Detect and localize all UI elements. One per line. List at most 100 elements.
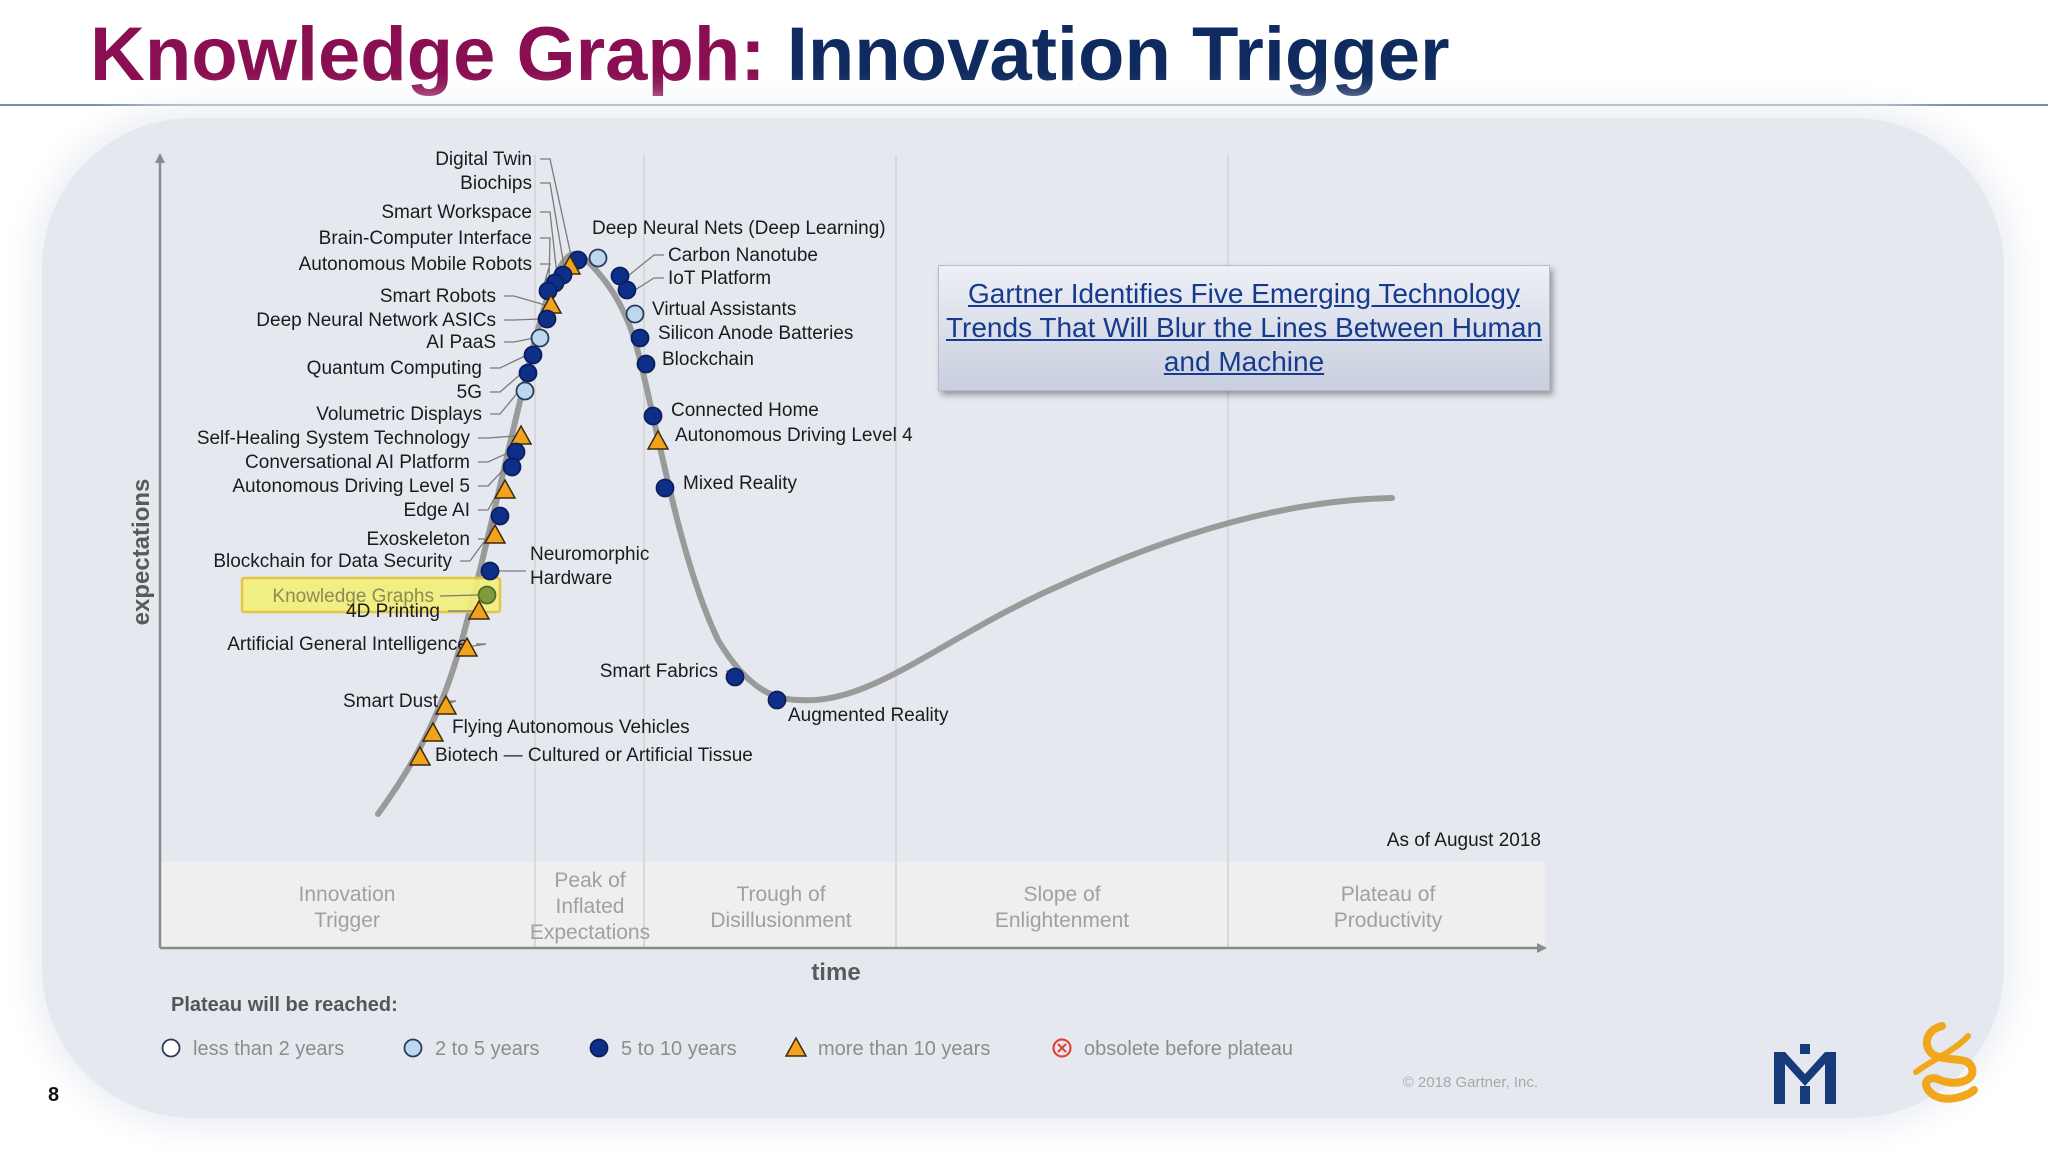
y-axis-arrow bbox=[155, 153, 165, 163]
marker-augmented-reality bbox=[767, 690, 787, 710]
marker-edge-ai bbox=[493, 478, 517, 499]
legend-label-2to5: 2 to 5 years bbox=[435, 1038, 540, 1060]
point-label-smart-workspace: Smart Workspace bbox=[381, 202, 532, 223]
page-number: 8 bbox=[48, 1084, 60, 1106]
leader-line bbox=[540, 263, 551, 292]
point-label-augmented-reality: Augmented Reality bbox=[788, 705, 949, 726]
point-label-5g: 5G bbox=[457, 382, 482, 403]
point-label-deep-neural-nets-deep-learning: Deep Neural Nets (Deep Learning) bbox=[592, 218, 886, 239]
point-label-smart-robots: Smart Robots bbox=[380, 286, 496, 307]
legend-marker-2to5 bbox=[403, 1038, 423, 1058]
point-label-brain-computer-interface: Brain-Computer Interface bbox=[319, 228, 532, 249]
obsolete-cross bbox=[1057, 1043, 1067, 1053]
marker-blockchain bbox=[636, 354, 656, 374]
point-label-quantum-computing: Quantum Computing bbox=[307, 358, 482, 379]
point-label-smart-fabrics: Smart Fabrics bbox=[600, 661, 718, 682]
legend-title: Plateau will be reached: bbox=[171, 994, 398, 1016]
marker-volumetric-displays bbox=[515, 381, 535, 401]
leader-line bbox=[504, 318, 542, 321]
leader-line bbox=[627, 254, 664, 277]
x-axis-arrow bbox=[1537, 943, 1547, 953]
marker-autonomous-mobile-robots bbox=[538, 281, 558, 301]
leader-line bbox=[439, 594, 480, 597]
marker-deep-neural-network-asics bbox=[537, 309, 557, 329]
legend-label-lt2: less than 2 years bbox=[193, 1038, 344, 1060]
legend-marker-gt10 bbox=[784, 1036, 808, 1057]
leader-line bbox=[478, 435, 516, 439]
marker-autonomous-driving-level-5 bbox=[502, 457, 522, 477]
phase-label: Trigger bbox=[314, 909, 380, 932]
marker-blockchain-for-data-security bbox=[483, 523, 507, 544]
phase-label: Inflated bbox=[556, 895, 625, 918]
point-label-biotech-cultured-or-artificial-tissue: Biotech — Cultured or Artificial Tissue bbox=[435, 745, 753, 766]
point-label-blockchain-for-data-security: Blockchain for Data Security bbox=[213, 551, 452, 572]
leader-line bbox=[490, 372, 523, 393]
leader-line bbox=[540, 158, 573, 261]
copyright-label: © 2018 Gartner, Inc. bbox=[1403, 1074, 1538, 1091]
y-axis-label: expectations bbox=[128, 479, 155, 626]
phase-label: Enlightenment bbox=[995, 909, 1129, 932]
leader-line bbox=[634, 277, 664, 291]
point-label-deep-neural-network-asics: Deep Neural Network ASICs bbox=[256, 310, 496, 331]
point-label-self-healing-system-technology: Self-Healing System Technology bbox=[197, 428, 471, 449]
marker-smart-fabrics bbox=[725, 667, 745, 687]
point-label-smart-dust: Smart Dust bbox=[343, 691, 439, 712]
as-of-label: As of August 2018 bbox=[1387, 830, 1541, 851]
legend-marker-lt2 bbox=[161, 1038, 181, 1058]
marker-self-healing-system-technology bbox=[509, 424, 533, 445]
title-suffix: Innovation Trigger bbox=[786, 12, 1450, 97]
point-label-biochips: Biochips bbox=[460, 173, 532, 194]
marker-smart-dust bbox=[434, 694, 458, 715]
point-label-silicon-anode-batteries: Silicon Anode Batteries bbox=[658, 323, 853, 344]
marker-5g bbox=[518, 363, 538, 383]
leader-line bbox=[540, 211, 558, 276]
point-label-blockchain: Blockchain bbox=[662, 349, 754, 370]
point-label-virtual-assistants: Virtual Assistants bbox=[652, 299, 796, 320]
point-label-connected-home: Connected Home bbox=[671, 400, 819, 421]
leader-line bbox=[490, 354, 528, 369]
phase-label: Trough of bbox=[736, 883, 825, 906]
legend-label-5to10: 5 to 10 years bbox=[621, 1038, 737, 1060]
page-title: Knowledge Graph: Innovation Trigger bbox=[90, 6, 1450, 105]
point-label-exoskeleton: Exoskeleton bbox=[366, 529, 470, 550]
point-label-conversational-ai-platform: Conversational AI Platform bbox=[245, 452, 470, 473]
marker-biotech-cultured-or-artificial-tissue bbox=[408, 745, 432, 766]
marker-autonomous-driving-level-4 bbox=[646, 429, 670, 450]
article-callout: Gartner Identifies Five Emerging Technol… bbox=[938, 265, 1550, 391]
phase-label: Expectations bbox=[530, 921, 650, 944]
article-link[interactable]: Gartner Identifies Five Emerging Technol… bbox=[945, 278, 1543, 377]
phase-band bbox=[160, 862, 1545, 948]
marker-artificial-general-intelligence bbox=[455, 636, 479, 657]
point-label-carbon-nanotube: Carbon Nanotube bbox=[668, 245, 818, 266]
legend-label-obsolete: obsolete before plateau bbox=[1084, 1038, 1293, 1060]
point-label-autonomous-mobile-robots: Autonomous Mobile Robots bbox=[299, 254, 532, 275]
point-label-neuromorphic-hardware: Neuromorphic bbox=[530, 544, 649, 565]
marker-quantum-computing bbox=[523, 345, 543, 365]
point-label-knowledge-graphs: Knowledge Graphs bbox=[272, 586, 434, 607]
point-label-volumetric-displays: Volumetric Displays bbox=[316, 404, 482, 425]
point-label-4d-printing: 4D Printing bbox=[346, 601, 440, 622]
point-label-flying-autonomous-vehicles: Flying Autonomous Vehicles bbox=[452, 717, 690, 738]
marker-silicon-anode-batteries bbox=[630, 328, 650, 348]
legend-label-gt10: more than 10 years bbox=[818, 1038, 990, 1060]
marker-connected-home bbox=[643, 406, 663, 426]
marker-knowledge-graphs bbox=[477, 585, 497, 605]
title-prefix: Knowledge Graph: bbox=[90, 12, 766, 97]
marker-exoskeleton bbox=[490, 506, 510, 526]
leader-line bbox=[478, 451, 511, 463]
point-label-autonomous-driving-level-4: Autonomous Driving Level 4 bbox=[675, 425, 913, 446]
phase-label: Innovation bbox=[299, 883, 396, 906]
phase-label: Peak of bbox=[554, 869, 625, 892]
phase-label: Plateau of bbox=[1341, 883, 1436, 906]
point-label-neuromorphic-hardware: Hardware bbox=[530, 568, 612, 589]
point-label-artificial-general-intelligence: Artificial General Intelligence bbox=[227, 634, 468, 655]
marker-deep-neural-nets-deep-learning bbox=[588, 248, 608, 268]
marker-virtual-assistants bbox=[625, 304, 645, 324]
marker-flying-autonomous-vehicles bbox=[421, 721, 445, 742]
leader-line bbox=[504, 295, 546, 306]
marker-iot-platform bbox=[617, 280, 637, 300]
point-label-mixed-reality: Mixed Reality bbox=[683, 473, 798, 494]
legend-marker-5to10 bbox=[589, 1038, 609, 1058]
phase-label: Slope of bbox=[1023, 883, 1100, 906]
leader-line bbox=[490, 390, 520, 415]
